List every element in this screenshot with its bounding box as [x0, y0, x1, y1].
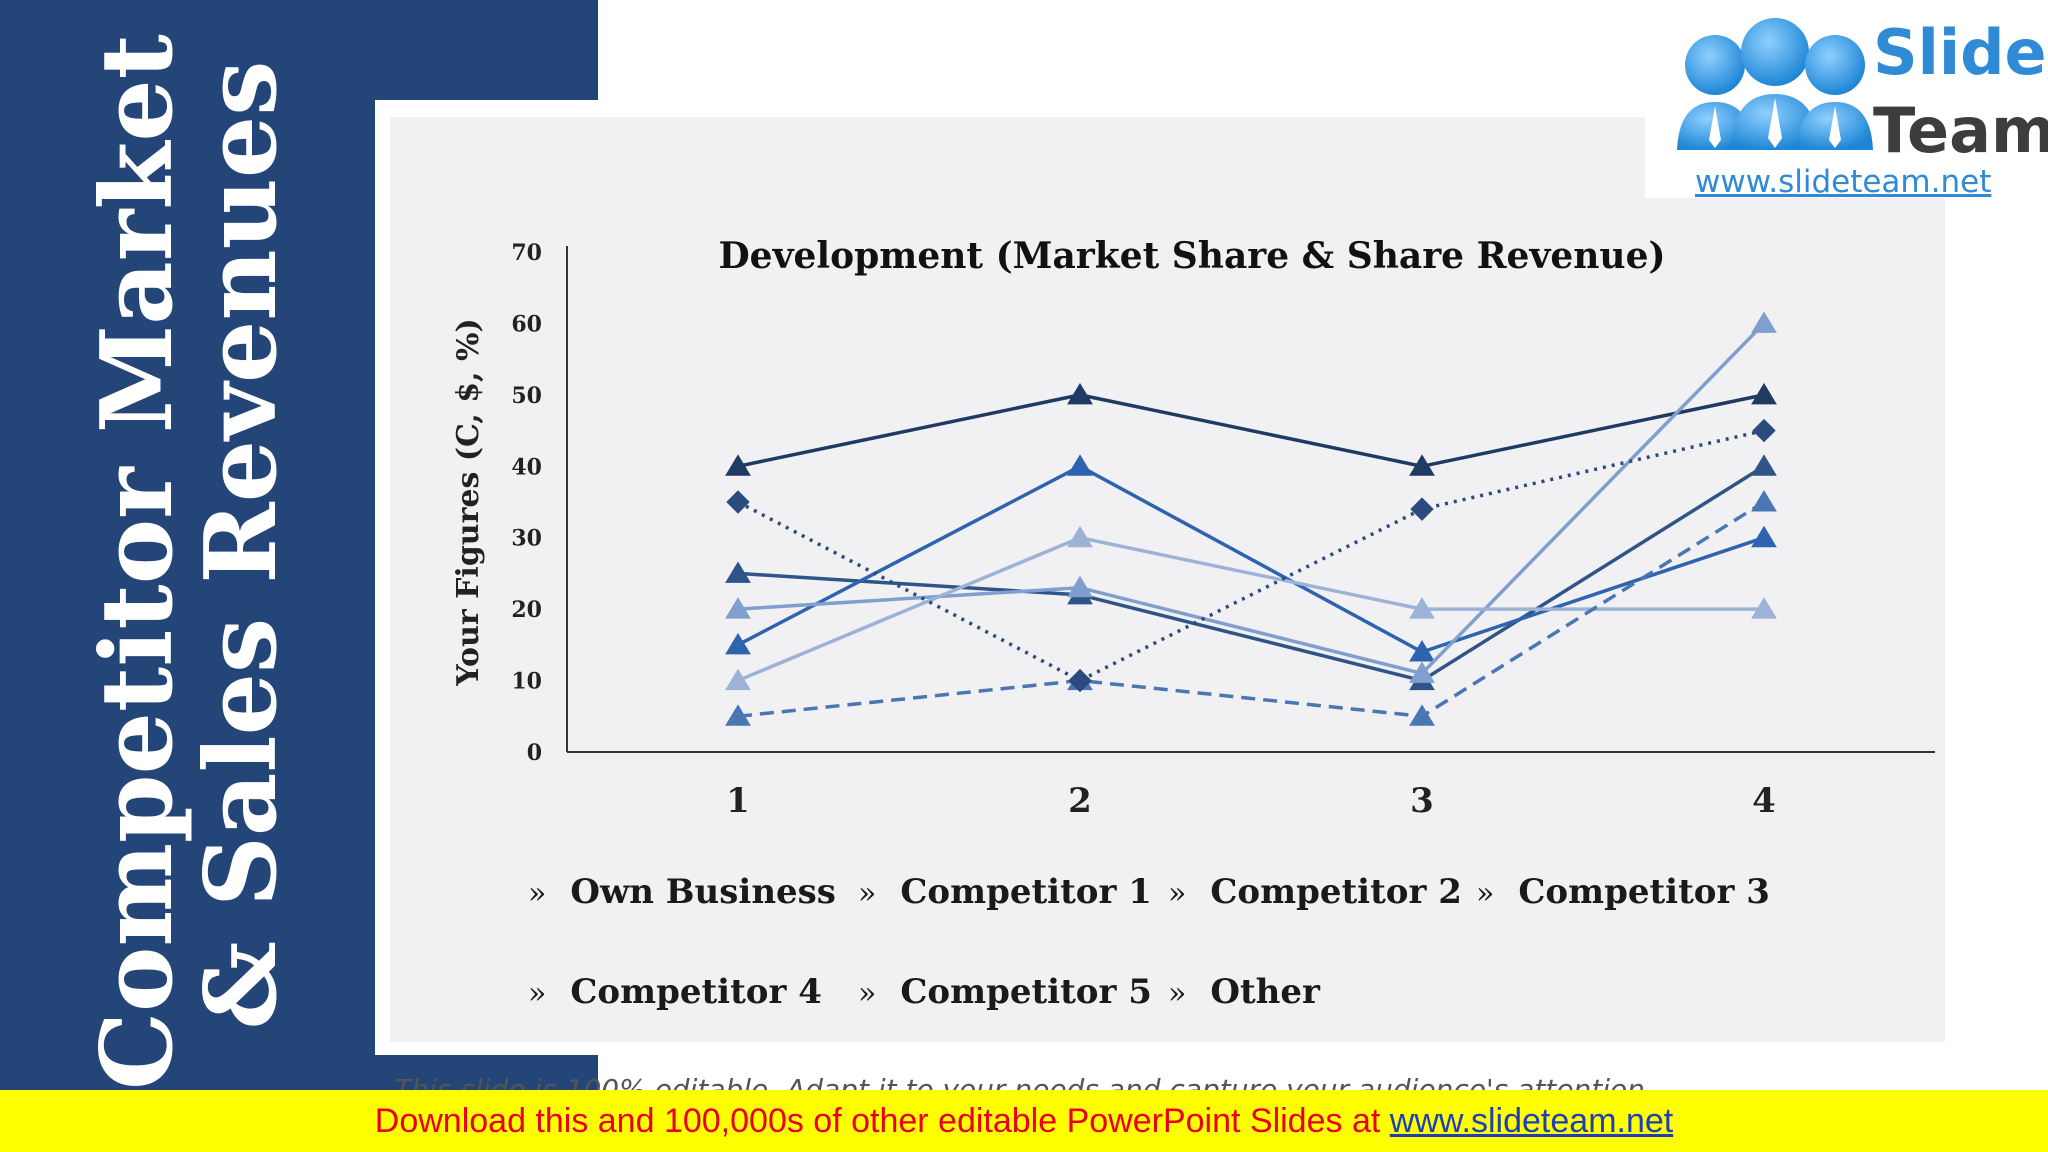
logo-url-link[interactable]: www.slideteam.net [1695, 164, 1992, 200]
series-line-1 [737, 393, 1765, 469]
data-point-marker [1751, 490, 1777, 512]
data-point-marker [726, 490, 750, 514]
data-point-marker [1409, 704, 1435, 726]
legend-label: Competitor 1 [900, 872, 1152, 912]
legend-bullet-icon: » [858, 876, 877, 911]
legend-bullet-icon: » [528, 876, 547, 911]
legend-item: » Competitor 2 [1168, 872, 1462, 912]
data-point-marker [1067, 575, 1093, 598]
legend-bullet-icon: » [528, 976, 547, 1011]
y-tick-label: 30 [511, 526, 542, 552]
data-point-marker [725, 454, 751, 476]
legend-item: » Competitor 4 [528, 972, 822, 1012]
legend-item: » Competitor 5 [858, 972, 1152, 1012]
data-point-marker [1751, 311, 1777, 333]
data-point-marker [1751, 382, 1777, 405]
legend-label: Competitor 2 [1210, 872, 1462, 912]
data-point-marker [1067, 454, 1093, 476]
data-point-marker [1068, 668, 1092, 693]
series-line-7 [737, 428, 1765, 683]
legend-item: » Competitor 3 [1476, 872, 1770, 912]
data-point-marker [1409, 661, 1435, 683]
banner-text: Download this and 100,000s of other edit… [374, 1102, 1390, 1140]
data-point-marker [1751, 525, 1777, 548]
legend-item: » Competitor 1 [858, 872, 1152, 912]
download-banner: Download this and 100,000s of other edit… [0, 1090, 2048, 1152]
x-tick-label: 1 [726, 781, 750, 821]
series-line-3 [737, 464, 1765, 654]
y-axis-label: Your Figures (C, $, %) [451, 318, 486, 687]
series-line-6 [737, 500, 1765, 719]
y-tick-label: 70 [511, 240, 542, 266]
people-logo-icon [1677, 18, 1873, 150]
logo-word-slide: Slide [1873, 16, 2047, 89]
legend-item: » Own Business [528, 872, 836, 912]
data-point-marker [725, 561, 751, 583]
data-point-marker [1409, 597, 1435, 619]
y-tick-label: 0 [527, 740, 542, 766]
data-point-marker [1409, 454, 1435, 476]
data-point-marker [1752, 418, 1776, 443]
y-tick-label: 40 [511, 454, 542, 480]
chart-title: Development (Market Share & Share Revenu… [718, 235, 1665, 277]
data-point-marker [725, 704, 751, 726]
x-tick-label: 4 [1752, 781, 1776, 821]
data-point-marker [1410, 497, 1434, 521]
data-point-marker [1067, 382, 1093, 405]
chart-card [390, 117, 1945, 1042]
data-point-marker [725, 668, 751, 691]
legend-bullet-icon: » [858, 976, 877, 1011]
banner-link[interactable]: www.slideteam.net [1389, 1102, 1674, 1140]
series-line-4 [737, 322, 1766, 676]
y-tick-label: 50 [511, 383, 542, 409]
legend-label: Competitor 3 [1518, 872, 1770, 912]
data-point-marker [1409, 640, 1435, 662]
data-point-marker [725, 597, 751, 619]
data-point-marker [725, 632, 751, 655]
series-line-2 [737, 464, 1765, 683]
y-tick-label: 60 [511, 311, 542, 337]
logo-word-team: Team [1873, 94, 2048, 167]
legend-label: Competitor 5 [900, 972, 1152, 1012]
legend-bullet-icon: » [1168, 976, 1187, 1011]
legend-label: Other [1210, 972, 1320, 1012]
legend-bullet-icon: » [1476, 876, 1495, 911]
data-point-marker [1751, 597, 1777, 619]
slideteam-logo: Slide Team www.slideteam.net [1645, 0, 2048, 200]
data-point-marker [1067, 525, 1093, 548]
y-tick-label: 10 [511, 669, 542, 695]
x-tick-label: 3 [1410, 781, 1434, 821]
legend-item: » Other [1168, 972, 1320, 1012]
legend-bullet-icon: » [1168, 876, 1187, 911]
y-tick-label: 20 [511, 597, 542, 623]
x-tick-label: 2 [1068, 781, 1092, 821]
legend-label: Competitor 4 [570, 972, 822, 1012]
legend-label: Own Business [570, 872, 836, 912]
data-point-marker [1751, 454, 1777, 476]
